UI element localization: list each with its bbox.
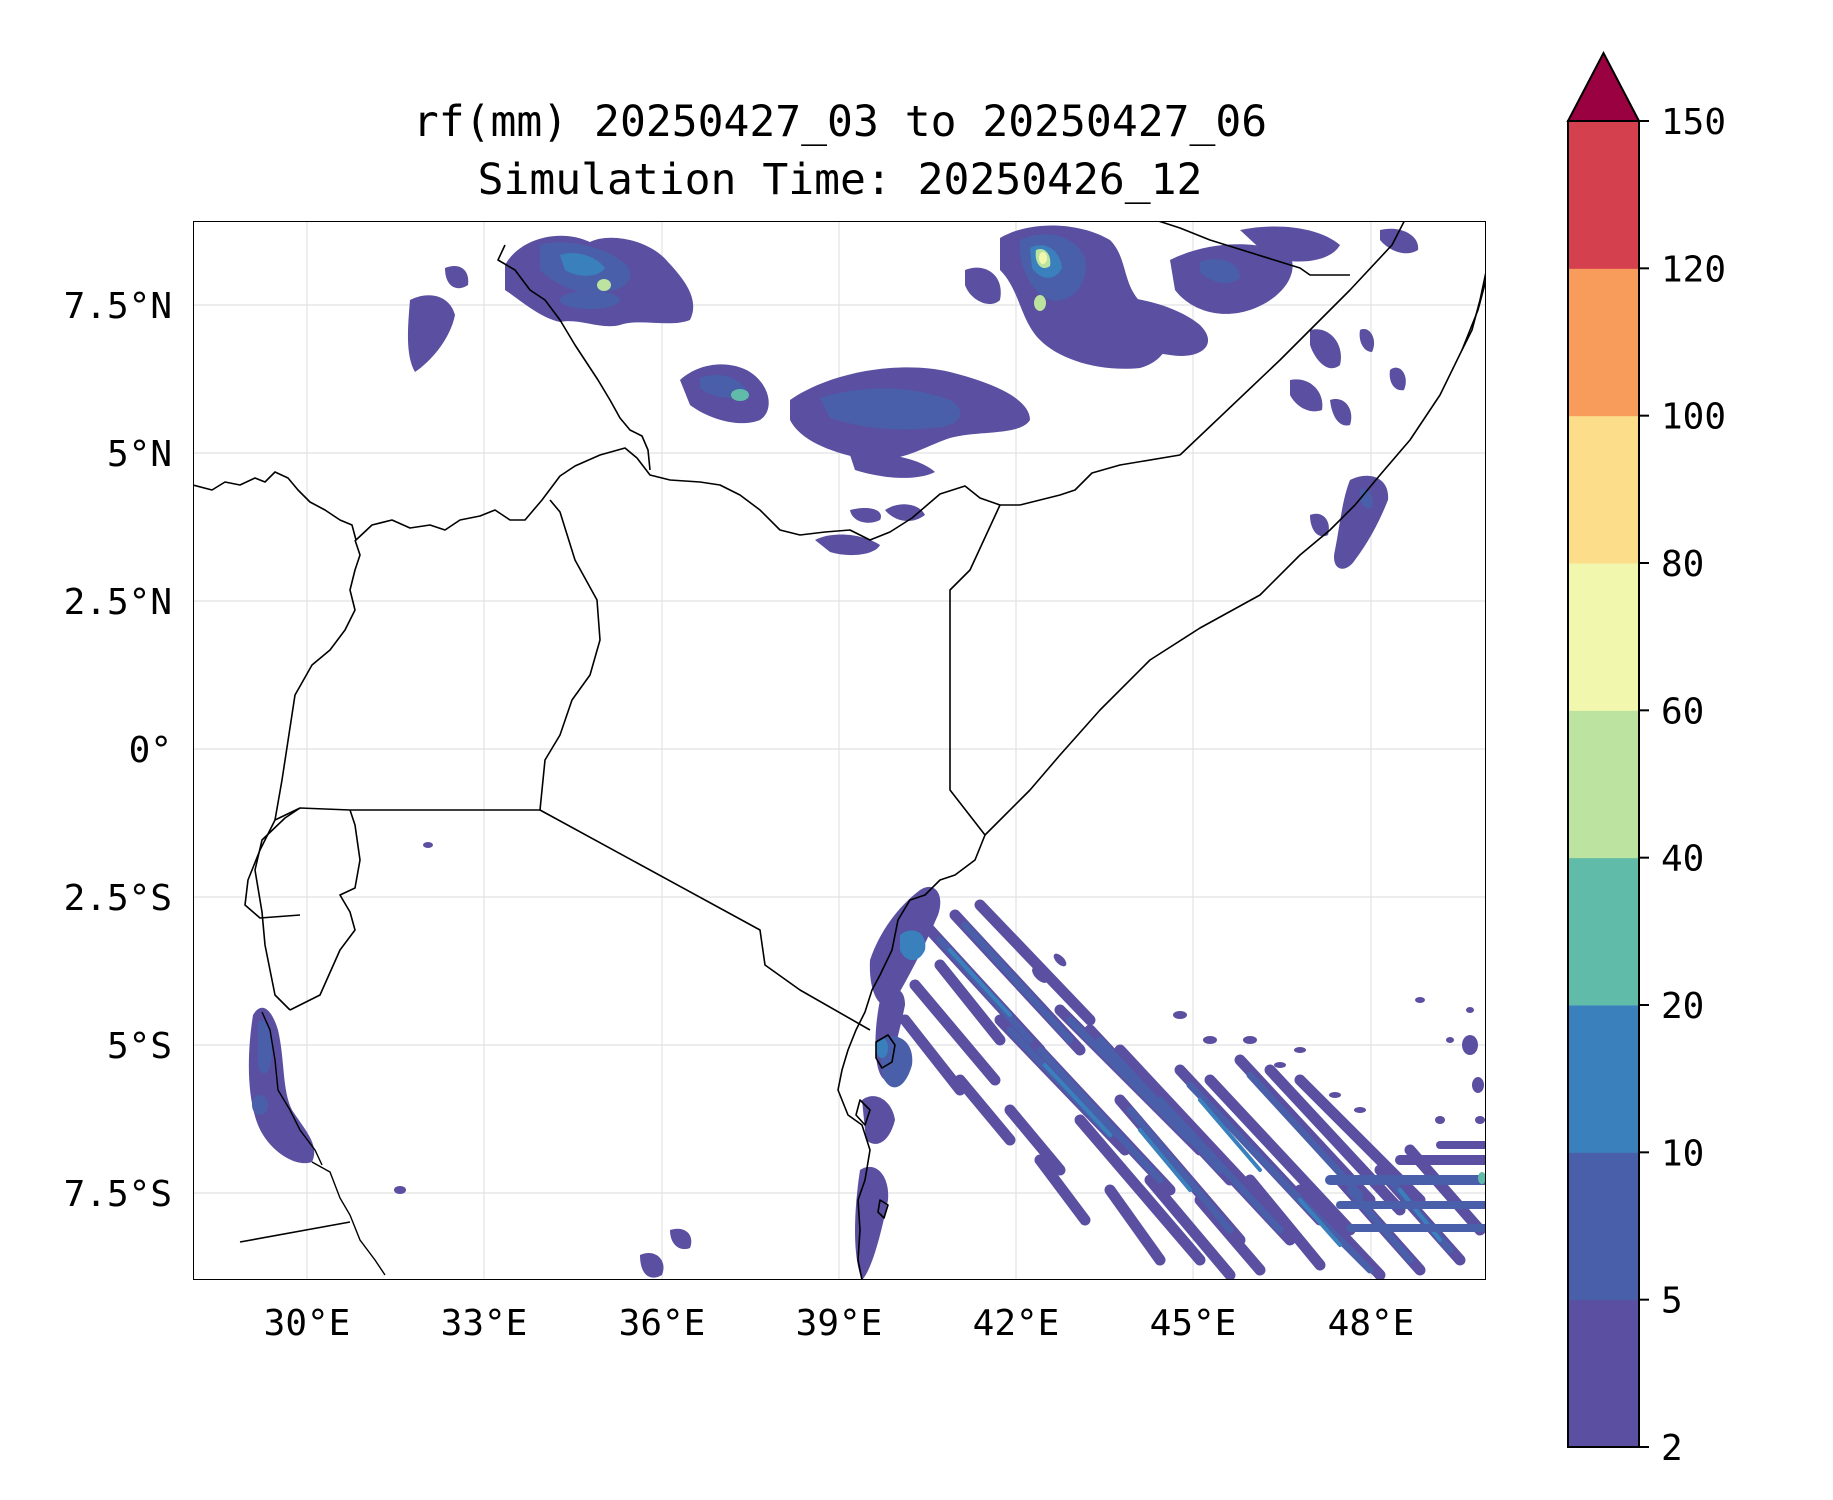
colorbar-tick-label: 2 xyxy=(1661,1428,1683,1469)
lat-tick-label: 7.5°N xyxy=(64,286,172,327)
lon-tick-label: 33°E xyxy=(441,1303,528,1344)
colorbar-tick-label: 10 xyxy=(1661,1133,1704,1174)
colorbar-frame xyxy=(1567,120,1640,1448)
colorbar-segment xyxy=(1568,1005,1639,1153)
rainfall-southeast xyxy=(855,886,941,1280)
colorbar-segment xyxy=(1568,1152,1639,1301)
lake-outlines xyxy=(261,1011,386,1276)
longitude-tick-labels: 30°E 33°E 36°E 39°E 42°E 45°E 48°E xyxy=(264,1303,1415,1344)
lat-tick-label: 2.5°N xyxy=(64,582,172,623)
colorbar-tick-label: 100 xyxy=(1661,397,1726,438)
title-line-2: Simulation Time: 20250426_12 xyxy=(478,155,1203,205)
colorbar-segment xyxy=(1568,268,1639,417)
map-panel xyxy=(193,221,1486,1280)
country-boundaries xyxy=(193,221,1406,1243)
rainfall-ocean-dots xyxy=(1032,953,1485,1124)
lat-tick-label: 5°S xyxy=(107,1026,172,1067)
colorbar-tick-label: 120 xyxy=(1661,249,1726,290)
colorbar-tick-label: 80 xyxy=(1661,544,1704,585)
colorbar-segment xyxy=(1568,121,1639,269)
lon-tick-label: 45°E xyxy=(1150,1303,1237,1344)
rainfall-north xyxy=(407,225,1419,569)
colorbar: 2 5 10 20 40 60 80 100 120 150 xyxy=(1566,50,1726,1469)
colorbar-tick-label: 60 xyxy=(1661,691,1704,732)
lon-tick-label: 30°E xyxy=(264,1303,351,1344)
map-gridlines xyxy=(193,221,1486,1280)
lat-tick-label: 2.5°S xyxy=(64,878,172,919)
lat-tick-label: 0° xyxy=(129,730,172,771)
colorbar-tick-label: 150 xyxy=(1661,102,1726,143)
lat-tick-label: 5°N xyxy=(107,434,172,475)
colorbar-segment xyxy=(1568,415,1639,564)
latitude-tick-labels: 7.5°N 5°N 2.5°N 0° 2.5°S 5°S 7.5°S xyxy=(64,286,172,1215)
colorbar-segment xyxy=(1568,710,1639,859)
colorbar-segment xyxy=(1568,563,1639,711)
colorbar-tick-label: 5 xyxy=(1661,1281,1683,1322)
lon-tick-label: 48°E xyxy=(1328,1303,1415,1344)
title-line-1: rf(mm) 20250427_03 to 20250427_06 xyxy=(413,97,1267,147)
rainfall-ocean-bands xyxy=(899,899,1486,1280)
lon-tick-label: 36°E xyxy=(619,1303,706,1344)
colorbar-segment xyxy=(1568,857,1639,1006)
coastlines xyxy=(497,244,1486,1280)
lat-tick-label: 7.5°S xyxy=(64,1174,172,1215)
colorbar-extend-arrow xyxy=(1566,50,1641,122)
lon-tick-label: 42°E xyxy=(973,1303,1060,1344)
colorbar-segment xyxy=(1568,1299,1639,1448)
colorbar-tick-label: 40 xyxy=(1661,839,1704,880)
colorbar-tick-label: 20 xyxy=(1661,986,1704,1027)
lon-tick-label: 39°E xyxy=(796,1303,883,1344)
